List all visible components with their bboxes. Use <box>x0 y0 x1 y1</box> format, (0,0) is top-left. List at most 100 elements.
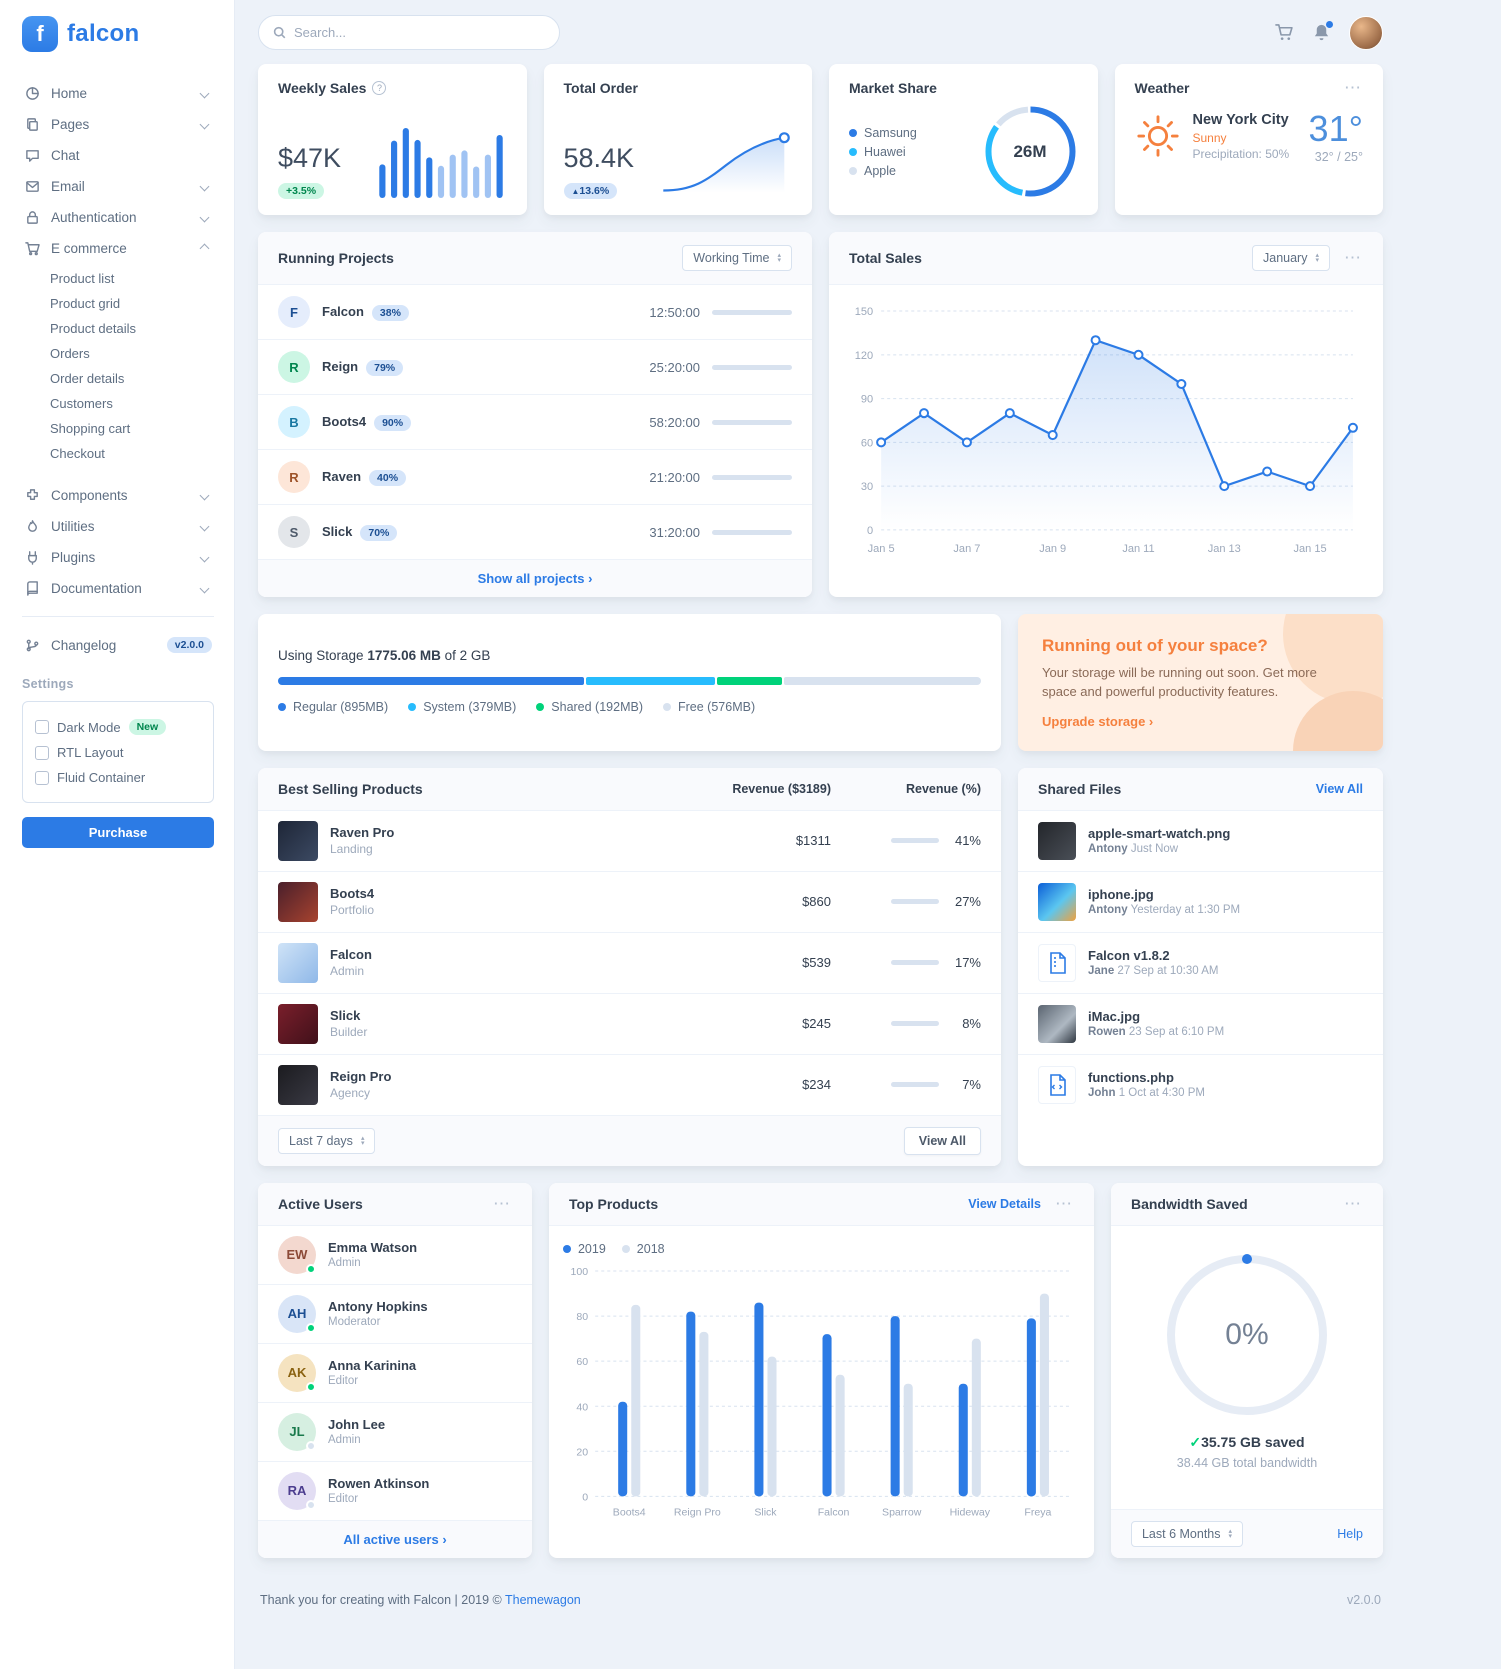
user-name[interactable]: Rowen Atkinson <box>328 1476 430 1492</box>
file-name[interactable]: Falcon v1.8.2 <box>1088 948 1170 964</box>
bandwidth-menu-button[interactable] <box>1342 1199 1363 1209</box>
project-row-raven: R Raven 40% 21:20:00 <box>258 449 812 504</box>
sidebar-item-ecommerce[interactable]: E commerce <box>22 233 214 264</box>
help-link[interactable]: Help <box>1337 1526 1363 1541</box>
fluid-container-toggle[interactable]: Fluid Container <box>35 765 201 790</box>
cart-icon[interactable] <box>1275 23 1294 42</box>
user-name[interactable]: Anna Karinina <box>328 1358 417 1374</box>
product-name[interactable]: Reign Pro <box>330 1069 392 1085</box>
svg-text:90: 90 <box>861 394 873 406</box>
view-details-link[interactable]: View Details <box>968 1196 1041 1211</box>
chevron-down-icon <box>199 88 210 99</box>
user-row: EW Emma Watson Admin <box>258 1226 532 1284</box>
dark-mode-checkbox[interactable] <box>35 720 49 734</box>
product-thumbnail[interactable] <box>278 820 318 861</box>
themewagon-link[interactable]: Themewagon <box>505 1592 581 1607</box>
month-select[interactable]: January <box>1252 245 1330 271</box>
rtl-layout-toggle[interactable]: RTL Layout <box>35 740 201 765</box>
sidebar-item-authentication[interactable]: Authentication <box>22 202 214 233</box>
market-share-donut: 26M <box>983 104 1078 199</box>
sidebar-item-pages[interactable]: Pages <box>22 109 214 140</box>
purchase-button[interactable]: Purchase <box>22 817 214 848</box>
view-all-button[interactable]: View All <box>903 1126 981 1155</box>
dark-mode-toggle[interactable]: Dark Mode New <box>35 714 201 740</box>
info-icon[interactable] <box>372 81 387 95</box>
product-name[interactable]: Falcon <box>330 947 372 963</box>
rtl-checkbox[interactable] <box>35 745 49 760</box>
code-file-icon[interactable] <box>1038 1065 1076 1104</box>
sidebar-item-orders[interactable]: Orders <box>50 346 90 361</box>
last-7-days-select[interactable]: Last 7 days <box>278 1127 376 1154</box>
total-sales-menu-button[interactable] <box>1342 253 1363 263</box>
project-progress-bar <box>712 474 792 480</box>
file-name[interactable]: apple-smart-watch.png <box>1088 826 1231 842</box>
fluid-checkbox[interactable] <box>35 770 49 785</box>
user-avatar[interactable] <box>1349 15 1383 50</box>
sidebar: falcon Home Pages Chat Email Authenticat… <box>0 0 235 1669</box>
product-thumbnail[interactable] <box>278 942 318 983</box>
sidebar-item-documentation[interactable]: Documentation <box>22 573 214 604</box>
file-name[interactable]: functions.php <box>1088 1070 1174 1086</box>
avatar: RA <box>278 1471 316 1510</box>
sidebar-item-product-list[interactable]: Product list <box>50 271 115 286</box>
sidebar-item-utilities[interactable]: Utilities <box>22 511 214 542</box>
user-name[interactable]: Antony Hopkins <box>328 1299 428 1315</box>
image-thumbnail[interactable] <box>1038 821 1076 860</box>
image-thumbnail[interactable] <box>1038 1004 1076 1043</box>
sidebar-item-product-details[interactable]: Product details <box>50 321 136 336</box>
last-6-months-select[interactable]: Last 6 Months <box>1130 1520 1244 1547</box>
bell-icon[interactable] <box>1312 21 1333 42</box>
working-time-select[interactable]: Working Time <box>682 245 792 271</box>
sidebar-item-checkout[interactable]: Checkout <box>50 446 105 461</box>
upgrade-storage-link[interactable]: Upgrade storage <box>1042 714 1359 729</box>
show-all-projects-link[interactable]: Show all projects <box>478 571 593 586</box>
user-name[interactable]: John Lee <box>328 1417 386 1433</box>
sidebar-item-components[interactable]: Components <box>22 480 214 511</box>
project-avatar: R <box>278 351 310 383</box>
search-input[interactable] <box>294 25 545 40</box>
sidebar-item-order-details[interactable]: Order details <box>50 371 125 386</box>
search-box[interactable] <box>258 15 560 50</box>
product-name[interactable]: Raven Pro <box>330 825 395 841</box>
project-name[interactable]: Slick <box>322 523 353 539</box>
file-row: Falcon v1.8.2 Jane 27 Sep at 10:30 AM <box>1018 931 1383 993</box>
shared-files-view-all-link[interactable]: View All <box>1315 781 1363 796</box>
brand-logo[interactable]: falcon <box>22 16 214 52</box>
product-thumbnail[interactable] <box>278 1064 318 1105</box>
project-name[interactable]: Falcon <box>322 303 364 319</box>
chevron-down-icon <box>199 490 210 501</box>
product-name[interactable]: Boots4 <box>330 886 375 902</box>
sidebar-item-product-grid[interactable]: Product grid <box>50 296 121 311</box>
user-name[interactable]: Emma Watson <box>328 1240 418 1256</box>
file-time: 23 Sep at 6:10 PM <box>1128 1026 1225 1039</box>
sidebar-item-changelog[interactable]: Changelog v2.0.0 <box>22 629 214 661</box>
image-thumbnail[interactable] <box>1038 882 1076 921</box>
sidebar-item-plugins[interactable]: Plugins <box>22 542 214 573</box>
sidebar-item-email[interactable]: Email <box>22 171 214 202</box>
sidebar-item-home[interactable]: Home <box>22 78 214 109</box>
project-name[interactable]: Reign <box>322 358 359 374</box>
zip-file-icon[interactable] <box>1038 943 1076 982</box>
file-name[interactable]: iMac.jpg <box>1088 1009 1141 1025</box>
sidebar-item-customers[interactable]: Customers <box>50 396 113 411</box>
file-name[interactable]: iphone.jpg <box>1088 887 1154 903</box>
all-active-users-link[interactable]: All active users <box>343 1532 446 1547</box>
revenue-progress-bar <box>891 1021 939 1027</box>
product-name[interactable]: Slick <box>330 1008 361 1024</box>
product-thumbnail[interactable] <box>278 881 318 922</box>
sidebar-item-chat[interactable]: Chat <box>22 140 214 171</box>
project-name[interactable]: Raven <box>322 468 362 484</box>
status-dot <box>306 1381 316 1392</box>
project-avatar: S <box>278 516 310 548</box>
product-thumbnail[interactable] <box>278 1003 318 1044</box>
code-branch-icon <box>24 638 41 653</box>
top-products-menu-button[interactable] <box>1053 1199 1074 1209</box>
project-row-falcon: F Falcon 38% 12:50:00 <box>258 285 812 339</box>
total-order-card: Total Order 58.4K 13.6% <box>543 64 812 215</box>
sidebar-item-shopping-cart[interactable]: Shopping cart <box>50 421 131 436</box>
weekly-sales-value: $47K <box>278 143 342 173</box>
active-users-menu-button[interactable] <box>491 1199 512 1209</box>
project-name[interactable]: Boots4 <box>322 413 367 429</box>
weather-menu-button[interactable] <box>1342 83 1363 93</box>
product-type: Agency <box>330 1086 371 1101</box>
